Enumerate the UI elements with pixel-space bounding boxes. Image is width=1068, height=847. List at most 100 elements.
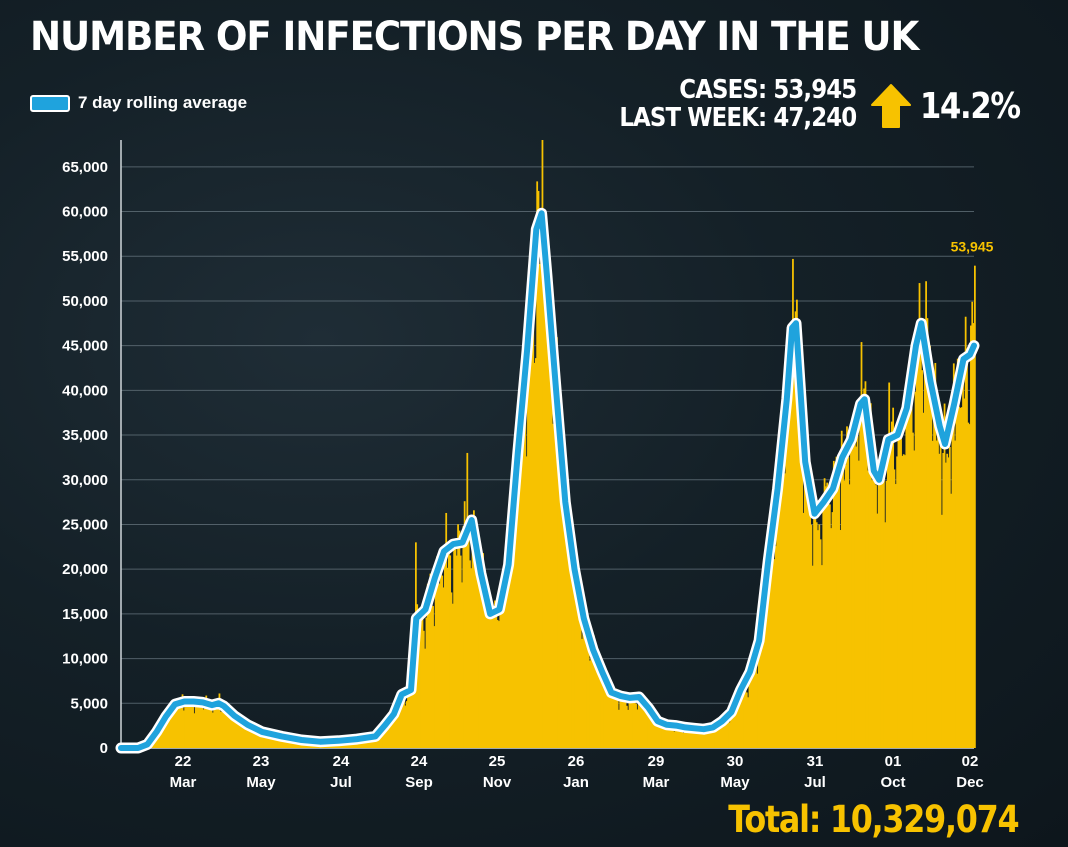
daily-bar xyxy=(625,705,628,748)
daily-bar xyxy=(521,416,524,748)
daily-bar xyxy=(631,697,633,748)
x-tick-month-label: Jul xyxy=(804,774,826,791)
x-tick-day-label: 24 xyxy=(411,753,428,770)
daily-bar xyxy=(418,610,421,748)
daily-bar xyxy=(948,446,951,748)
daily-bar xyxy=(654,719,657,748)
daily-bar xyxy=(914,391,917,748)
daily-bar xyxy=(505,582,508,748)
daily-bar xyxy=(285,737,288,748)
daily-bar xyxy=(941,514,943,748)
daily-bar xyxy=(968,424,971,748)
daily-bar xyxy=(722,717,724,748)
daily-bar xyxy=(810,524,813,748)
daily-bar xyxy=(546,266,549,748)
daily-bar xyxy=(937,429,939,748)
daily-bar xyxy=(843,480,846,748)
daily-bar xyxy=(805,446,808,748)
x-tick-month-label: Oct xyxy=(880,774,905,791)
daily-bar xyxy=(533,362,536,748)
daily-bar xyxy=(962,361,964,748)
daily-bar xyxy=(915,325,918,748)
daily-bar xyxy=(217,704,220,748)
daily-bar xyxy=(269,733,272,748)
daily-bar xyxy=(512,519,515,748)
daily-bar xyxy=(702,730,705,748)
daily-bar xyxy=(943,403,946,748)
daily-bar xyxy=(451,603,454,748)
legend-label: 7 day rolling average xyxy=(78,93,248,112)
daily-bar xyxy=(400,702,403,748)
daily-bar xyxy=(202,709,205,748)
daily-bar xyxy=(589,660,591,748)
daily-bar xyxy=(639,698,641,748)
daily-bar xyxy=(600,663,603,748)
daily-bar xyxy=(967,422,970,748)
daily-bar xyxy=(716,722,719,748)
daily-bar xyxy=(507,591,510,748)
daily-bar xyxy=(221,711,223,748)
daily-bar xyxy=(422,630,425,748)
daily-bar xyxy=(563,459,566,748)
daily-bar xyxy=(267,736,270,748)
daily-bar xyxy=(950,493,953,748)
daily-bar xyxy=(912,432,914,748)
daily-bar xyxy=(686,729,689,748)
daily-bar xyxy=(823,478,826,748)
daily-bar xyxy=(197,703,200,748)
daily-bar xyxy=(886,435,889,748)
daily-bar xyxy=(376,737,379,748)
daily-bar xyxy=(917,346,920,748)
daily-bar xyxy=(658,719,661,748)
daily-bar xyxy=(670,727,673,748)
daily-bar xyxy=(433,626,436,748)
daily-bar xyxy=(664,727,666,748)
daily-bar xyxy=(614,698,616,748)
daily-bar xyxy=(252,726,255,748)
daily-bar xyxy=(674,726,677,748)
daily-bar xyxy=(409,695,412,748)
daily-bar xyxy=(956,358,959,748)
daily-bar xyxy=(971,301,974,748)
daily-bar xyxy=(825,486,827,748)
daily-bar xyxy=(494,600,496,748)
daily-bar xyxy=(168,710,171,748)
daily-bar xyxy=(840,430,843,748)
daily-bar xyxy=(734,708,736,748)
daily-bar xyxy=(412,669,415,748)
daily-bar xyxy=(519,400,521,748)
daily-bar xyxy=(972,323,975,748)
daily-bar xyxy=(388,719,391,748)
x-tick-month-label: Jul xyxy=(330,774,352,791)
daily-bar xyxy=(607,685,610,748)
y-tick-label: 60,000 xyxy=(62,204,108,221)
daily-bar xyxy=(677,727,680,748)
daily-bar xyxy=(474,532,477,748)
y-tick-label: 45,000 xyxy=(62,338,108,355)
daily-bar xyxy=(908,414,910,748)
daily-bar xyxy=(909,381,912,748)
daily-bar xyxy=(643,701,645,748)
daily-bar xyxy=(951,406,954,748)
daily-bar xyxy=(165,724,168,748)
daily-bar xyxy=(627,709,630,748)
daily-bar xyxy=(160,726,163,748)
daily-case-bars xyxy=(139,140,976,748)
daily-bar xyxy=(537,190,540,748)
daily-bar xyxy=(578,587,581,748)
daily-bar xyxy=(408,690,411,748)
daily-bar xyxy=(271,734,274,748)
daily-bar xyxy=(430,576,433,748)
daily-bar xyxy=(420,606,423,748)
daily-bar xyxy=(689,728,691,748)
daily-bar xyxy=(668,725,670,748)
daily-bar xyxy=(913,450,916,748)
daily-bar xyxy=(698,728,701,748)
x-tick-day-label: 29 xyxy=(648,753,665,770)
daily-bar xyxy=(918,283,921,748)
daily-bar xyxy=(190,697,193,748)
daily-bar xyxy=(756,673,759,748)
daily-bar xyxy=(772,539,775,748)
daily-bar xyxy=(382,730,384,748)
daily-bar xyxy=(407,686,409,748)
